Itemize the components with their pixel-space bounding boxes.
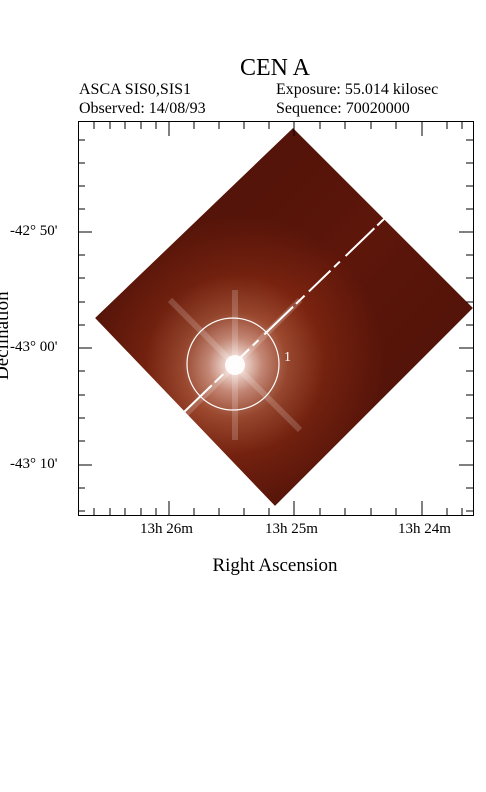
sequence-label: Sequence: 70020000 — [276, 100, 410, 117]
x-tick-label: 13h 24m — [398, 521, 451, 537]
chart-title: CEN A — [239, 55, 310, 81]
x-tick-label: 13h 26m — [140, 521, 193, 537]
x-axis-label: Right Ascension — [212, 555, 338, 576]
y-tick-label: -43° 00' — [10, 339, 58, 355]
observed-label: Observed: 14/08/93 — [79, 100, 206, 117]
y-tick-label: -42° 50' — [10, 223, 58, 239]
source-label: 1 — [284, 350, 291, 365]
instrument-label: ASCA SIS0,SIS1 — [79, 81, 192, 98]
readout-streak — [182, 217, 386, 414]
y-tick-label: -43° 10' — [10, 456, 58, 472]
y-axis-label: Declination — [0, 291, 13, 380]
x-tick-label: 13h 25m — [265, 521, 318, 537]
exposure-label: Exposure: 55.014 kilosec — [276, 81, 439, 98]
source-region-circle — [186, 317, 280, 411]
plot-frame — [78, 121, 474, 516]
